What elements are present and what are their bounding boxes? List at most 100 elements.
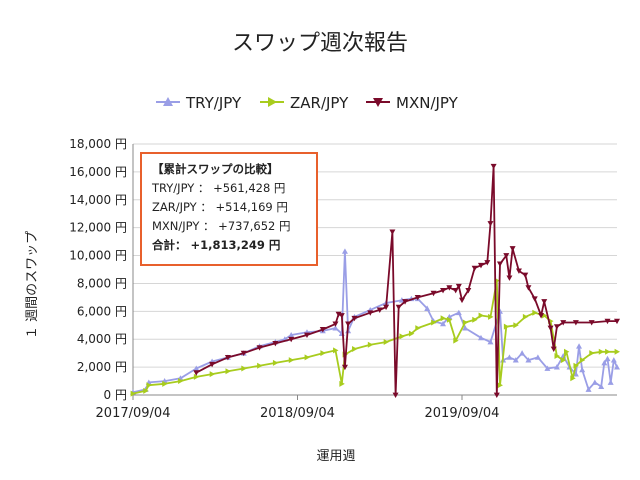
legend-marker: [163, 97, 173, 106]
data-point: [241, 365, 247, 372]
data-point: [256, 345, 263, 351]
data-point: [605, 348, 611, 355]
data-point: [478, 312, 484, 319]
data-point: [560, 357, 567, 364]
data-point: [598, 348, 605, 355]
data-point: [585, 386, 592, 392]
data-point: [303, 332, 310, 339]
data-point: [430, 290, 437, 297]
data-point: [488, 313, 494, 320]
data-point: [477, 334, 484, 341]
data-point: [570, 375, 576, 382]
data-point: [143, 387, 149, 394]
data-point: [493, 392, 500, 398]
y-axis-ticks: 0 円 2,000 円 4,000 円 6,000 円 8,000 円 10,000 円 1…: [69, 137, 127, 402]
data-point: [209, 361, 216, 368]
data-point: [193, 373, 200, 380]
data-point: [333, 347, 339, 354]
data-point: [446, 316, 453, 323]
data-point: [341, 364, 348, 371]
data-point: [304, 354, 310, 361]
data-point: [503, 323, 510, 330]
data-point: [367, 310, 374, 316]
data-point: [614, 318, 620, 325]
data-point: [604, 318, 611, 325]
y-tick-label: 2,000 円: [77, 360, 127, 374]
data-point: [601, 359, 608, 366]
y-tick-label: 0 円: [104, 388, 127, 402]
data-point: [496, 261, 503, 267]
data-point: [402, 299, 409, 305]
x-axis-title: 運用週: [316, 449, 355, 464]
data-point: [472, 316, 478, 323]
data-point: [320, 350, 326, 357]
data-point: [332, 325, 339, 331]
data-point: [395, 304, 402, 311]
data-point: [487, 339, 494, 345]
data-point: [341, 248, 348, 254]
data-point: [531, 296, 538, 302]
data-point: [424, 305, 431, 311]
data-point: [332, 321, 339, 327]
data-point: [572, 320, 579, 326]
data-point: [272, 341, 279, 347]
data-point: [462, 325, 469, 331]
series-mxn-jpy: [193, 163, 620, 398]
data-point: [462, 319, 469, 326]
y-tick-label: 4,000 円: [77, 332, 127, 346]
data-point: [487, 221, 494, 227]
info-box-total: 合計： +1,813,249 円: [152, 238, 281, 252]
data-point: [130, 390, 136, 397]
data-point: [440, 320, 447, 327]
data-point: [534, 354, 541, 360]
data-point: [440, 288, 447, 294]
data-point: [465, 288, 472, 294]
data-point: [522, 272, 529, 279]
y-tick-label: 10,000 円: [69, 249, 127, 263]
data-point: [579, 366, 586, 373]
y-axis-title: １ 週間のスワップ: [25, 231, 40, 339]
data-point: [209, 371, 216, 378]
y-tick-label: 12,000 円: [69, 221, 127, 235]
data-point: [383, 339, 390, 346]
data-point: [576, 343, 583, 349]
data-point: [522, 313, 529, 320]
data-point: [573, 362, 579, 369]
data-point: [560, 320, 567, 326]
info-box-line-try: TRY/JPY ： +561,428 円: [152, 181, 286, 195]
data-point: [515, 268, 522, 274]
data-point: [607, 379, 614, 385]
series-zar-jpy: [130, 277, 620, 397]
series-try-jpy: [130, 248, 620, 395]
data-point: [553, 324, 560, 330]
data-point: [506, 275, 513, 281]
info-box-header: 【累計スワップの比較】: [152, 162, 279, 176]
legend-marker: [268, 97, 277, 107]
data-point: [503, 253, 510, 259]
legend-label: ZAR/JPY: [290, 94, 349, 112]
data-point: [319, 327, 326, 333]
data-point: [614, 364, 620, 370]
data-point: [525, 357, 532, 363]
data-point: [541, 299, 548, 305]
data-point: [376, 307, 383, 313]
data-point: [604, 355, 611, 362]
data-point: [146, 382, 152, 389]
data-point: [453, 337, 459, 344]
series-line: [132, 279, 617, 395]
data-point: [338, 313, 345, 319]
data-point: [550, 346, 557, 352]
data-point: [614, 348, 620, 355]
series-line: [132, 250, 618, 394]
data-point: [519, 350, 526, 356]
data-point: [351, 315, 358, 322]
y-tick-label: 14,000 円: [69, 193, 127, 207]
x-tick-label: 2018/09/04: [260, 406, 335, 421]
data-point: [446, 285, 453, 291]
data-point: [591, 379, 598, 385]
data-point: [588, 320, 595, 326]
cumulative-swap-box: 【累計スワップの比較】 TRY/JPY ： +561,428 円 ZAR/JPY…: [140, 152, 318, 266]
data-point: [383, 304, 390, 311]
data-point: [589, 350, 595, 357]
